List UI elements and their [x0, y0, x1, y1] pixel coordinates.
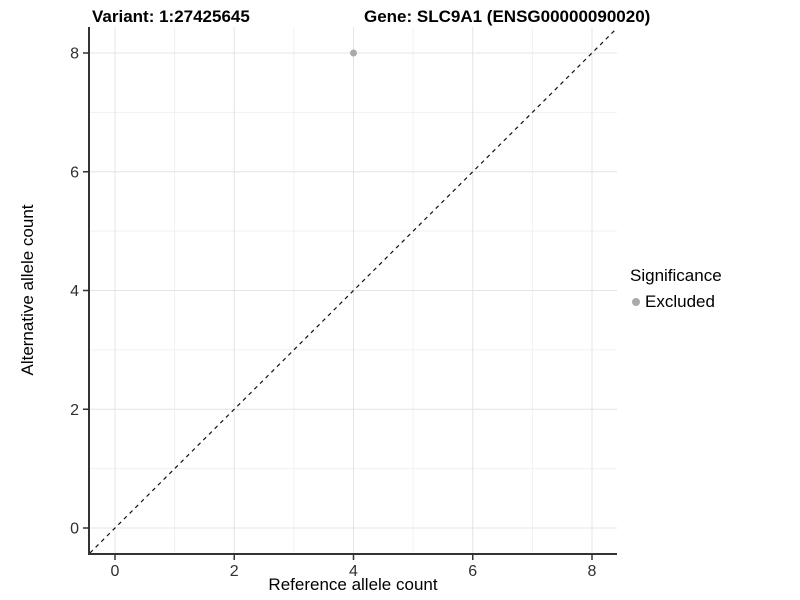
legend: Significance Excluded	[630, 266, 722, 312]
y-tick-label: 2	[70, 402, 79, 419]
variant-title: Variant: 1:27425645	[92, 7, 250, 26]
x-tick-label: 8	[588, 563, 597, 580]
x-tick-label: 2	[230, 563, 239, 580]
x-axis-label: Reference allele count	[268, 575, 438, 594]
x-tick-label: 4	[349, 563, 358, 580]
y-axis-label: Alternative allele count	[18, 204, 37, 376]
legend-item-label: Excluded	[645, 292, 715, 311]
y-tick-label: 0	[70, 521, 79, 538]
x-tick-label: 6	[468, 563, 477, 580]
y-tick-label: 8	[70, 46, 79, 63]
gene-title: Gene: SLC9A1 (ENSG00000090020)	[364, 7, 651, 26]
legend-dot-icon	[632, 298, 640, 306]
legend-title: Significance	[630, 266, 722, 285]
legend-item-excluded: Excluded	[632, 292, 722, 312]
y-tick-label: 6	[70, 164, 79, 181]
y-tick-label: 4	[70, 283, 79, 300]
x-tick-label: 0	[111, 563, 120, 580]
